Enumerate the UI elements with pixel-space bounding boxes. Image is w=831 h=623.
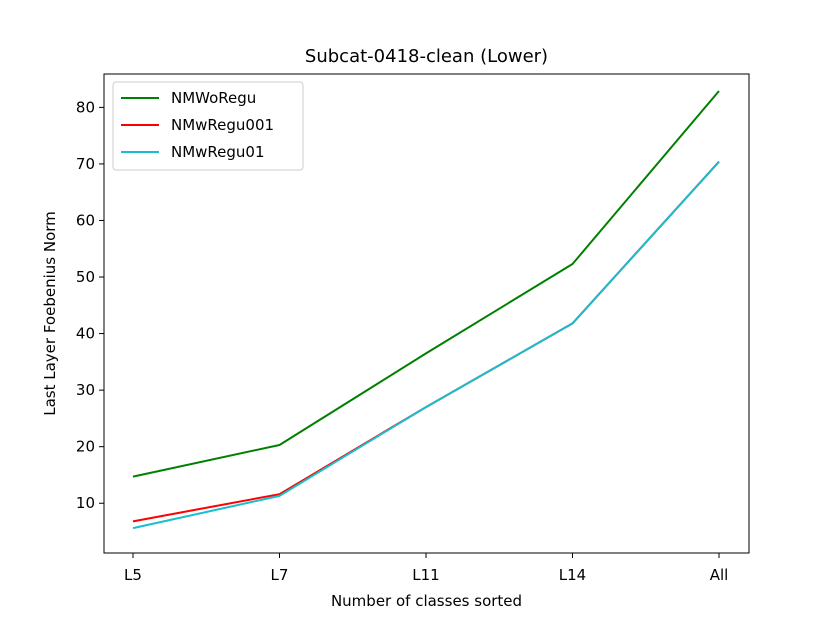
series-line-nmwregu01 (132, 160, 720, 530)
y-tick-label: 20 (76, 438, 95, 456)
chart-title: Subcat-0418-clean (Lower) (305, 46, 548, 67)
series-layer (132, 90, 720, 530)
y-tick-label: 30 (76, 381, 95, 399)
y-tick-label: 80 (76, 98, 95, 116)
legend: NMWoRegu NMwRegu001 NMwRegu01 (112, 81, 304, 171)
x-axis: L5 L7 L11 L14 All (124, 553, 728, 584)
y-axis: 10 20 30 40 50 60 70 80 (76, 98, 104, 512)
legend-box (112, 81, 304, 171)
y-tick-label: 10 (76, 494, 95, 512)
x-tick-label: L14 (559, 566, 586, 584)
x-axis-label: Number of classes sorted (331, 592, 522, 610)
series-line-nmworegu (132, 90, 720, 478)
legend-label-nmworegu: NMWoRegu (171, 89, 256, 107)
legend-label-nmwregu01: NMwRegu01 (171, 143, 265, 161)
x-tick-label: L7 (271, 566, 289, 584)
y-tick-label: 50 (76, 268, 95, 286)
y-tick-label: 70 (76, 155, 95, 173)
x-tick-label: L5 (124, 566, 142, 584)
y-axis-label: Last Layer Foebenius Norm (41, 211, 59, 416)
legend-label-nmwregu001: NMwRegu001 (171, 116, 274, 134)
x-tick-label: L11 (412, 566, 439, 584)
y-tick-label: 40 (76, 325, 95, 343)
y-tick-label: 60 (76, 211, 95, 229)
series-line-nmwregu001 (132, 160, 720, 523)
x-tick-label: All (710, 566, 729, 584)
